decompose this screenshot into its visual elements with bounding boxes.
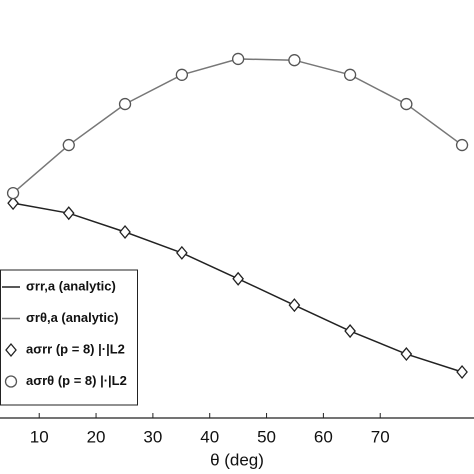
legend-diamond [5, 342, 17, 358]
circle-marker [6, 186, 20, 200]
x-tick-label: 70 [371, 427, 390, 446]
x-tick-label: 10 [30, 427, 49, 446]
legend-label: σrr,a (analytic) [26, 278, 116, 293]
circle-marker [231, 52, 245, 66]
diamond-marker [456, 365, 468, 380]
circle-marker [288, 54, 301, 67]
legend-box [0, 269, 138, 406]
x-axis-label: θ (deg) [210, 450, 264, 469]
circle-marker [455, 138, 469, 152]
circle-marker [62, 138, 75, 152]
x-tick-label: 50 [257, 427, 276, 446]
legend-label: σrθ,a (analytic) [26, 310, 119, 325]
x-tick-label: 60 [314, 427, 333, 446]
x-tick-label: 40 [200, 427, 219, 446]
circle-marker [343, 68, 357, 81]
x-tick-label: 20 [87, 427, 106, 446]
diamond-marker [288, 298, 301, 313]
diamond-marker [7, 196, 19, 211]
legend-label: aσrr (p = 8) |·|L2 [26, 341, 125, 356]
diamond-marker [119, 224, 131, 240]
legend-label: aσrθ (p = 8) |·|L2 [26, 373, 127, 388]
diamond-marker [176, 245, 188, 260]
diamond-marker [62, 206, 75, 221]
diamond-marker [400, 347, 413, 362]
diamond-marker [232, 271, 244, 286]
legend-circle [4, 375, 18, 388]
circle-marker [175, 68, 189, 81]
x-tick-label: 30 [143, 427, 162, 446]
circle-marker [118, 97, 132, 111]
diamond-marker [344, 324, 356, 339]
circle-marker [400, 97, 413, 111]
